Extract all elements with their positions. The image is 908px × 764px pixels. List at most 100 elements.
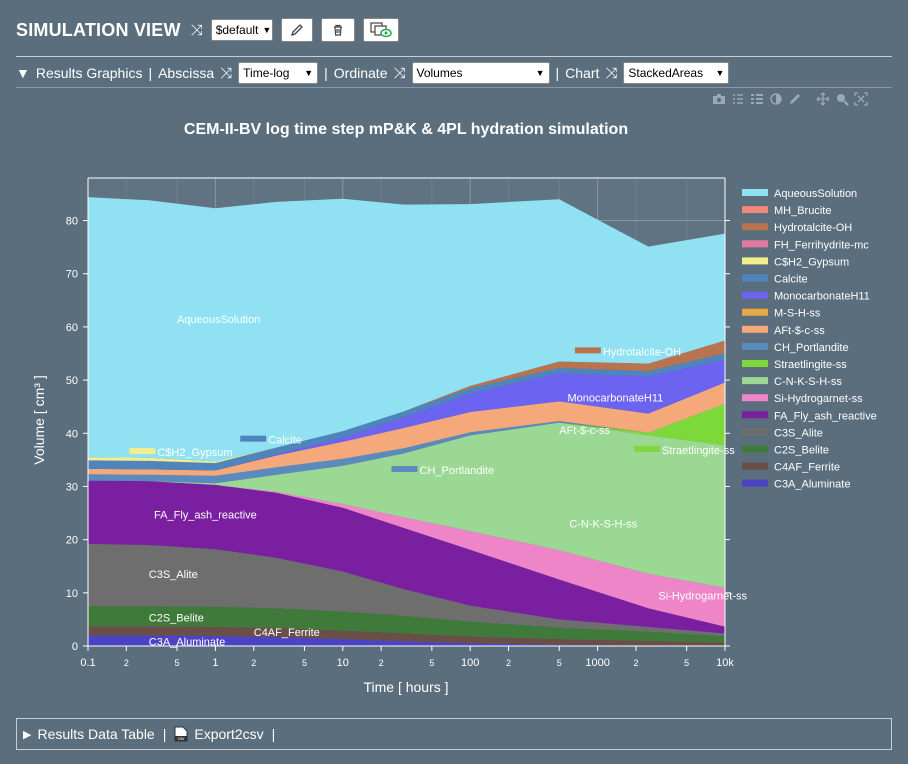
area-label: C2S_Belite: [149, 612, 204, 624]
toggle-spikes-icon[interactable]: [769, 92, 783, 106]
area-label: AqueousSolution: [177, 314, 260, 326]
view-button[interactable]: [362, 18, 399, 42]
legend-item: FA_Fly_ash_reactive: [774, 410, 877, 422]
export-csv-button[interactable]: csv Export2csv: [174, 726, 264, 742]
x-tick-label: 1000: [585, 657, 609, 669]
area-label: C3S_Alite: [149, 569, 198, 581]
hover-closest-icon[interactable]: [731, 92, 745, 106]
abscissa-select[interactable]: Time-log ▼: [238, 62, 319, 84]
legend-item: C3S_Alite: [774, 427, 823, 439]
x-tick-label: 2: [251, 658, 256, 668]
results-data-table-toggle[interactable]: ▶ Results Data Table: [23, 726, 155, 742]
results-graphics-toolbar: ▼ Results Graphics | Abscissa ⤨ Time-log ▼…: [16, 59, 892, 88]
y-tick-label: 20: [66, 535, 78, 547]
legend-swatch: [742, 308, 768, 316]
simulation-select-value: $default: [215, 23, 259, 37]
area-aqueoussolution: [88, 197, 725, 462]
legend-swatch: [742, 445, 768, 453]
y-tick-label: 0: [72, 641, 78, 653]
x-tick-label: 10k: [716, 657, 734, 669]
csv-icon-text: csv: [178, 736, 186, 741]
legend-item: Hydrotalcite-OH: [774, 222, 852, 234]
chevron-down-icon: ▼: [535, 68, 545, 78]
x-tick-label: 2: [124, 658, 129, 668]
area-calcite: [88, 353, 725, 471]
y-tick-label: 30: [66, 481, 78, 493]
area-label: FA_Fly_ash_reactive: [154, 510, 257, 522]
ordinate-label: Ordinate: [333, 65, 388, 81]
shuffle-icon[interactable]: ⤨: [190, 21, 203, 39]
area-c3a-aluminate: [88, 635, 725, 646]
y-tick-label: 10: [66, 588, 78, 600]
area-label: Straetlingite-ss: [662, 445, 735, 457]
separator: |: [148, 65, 153, 81]
shuffle-icon[interactable]: ⤨: [220, 64, 233, 82]
legend-swatch: [742, 411, 768, 419]
pencil-icon: [290, 24, 303, 37]
draw-pencil-icon[interactable]: [788, 92, 802, 106]
x-tick-label: 0.1: [80, 657, 95, 669]
chart-type-group: | Chart ⤨ StackedAreas ▼: [556, 62, 730, 84]
pan-icon[interactable]: [816, 92, 830, 106]
area-c3s-alite: [88, 543, 725, 637]
x-tick-label: 5: [302, 658, 307, 668]
legend-swatch: [742, 223, 768, 231]
x-tick-label: 5: [175, 658, 180, 668]
results-data-table-panel: ▶ Results Data Table | csv Export2csv |: [16, 718, 892, 750]
results-graphics-toggle[interactable]: ▼ Results Graphics: [16, 65, 142, 81]
chart-title: CEM-II-BV log time step mP&K & 4PL hydra…: [184, 121, 628, 138]
legend-swatch: [742, 240, 768, 248]
x-axis-label: Time [ hours ]: [363, 679, 448, 695]
hover-compare-icon[interactable]: [750, 92, 764, 106]
y-axis-label: Volume [ cm³ ]: [31, 375, 47, 464]
y-tick-label: 50: [66, 375, 78, 387]
x-tick-label: 100: [461, 657, 479, 669]
area-fa-fly-ash-reactive: [88, 480, 725, 634]
camera-icon[interactable]: [712, 92, 726, 106]
legend-item: FH_Ferrihydrite-mc: [774, 239, 869, 251]
axes: 0.1 2 5 1 2 5 10 2 5 100 2 5 1000 2 5 10k 0 10 20 30 40 50 60 7…: [66, 177, 734, 669]
abscissa-select-value: Time-log: [243, 66, 290, 80]
separator: |: [271, 726, 276, 742]
edit-button[interactable]: [280, 18, 313, 42]
ordinate-group: | Ordinate ⤨ Volumes ▼: [324, 62, 550, 84]
area-monocarbonateh11: [88, 359, 725, 471]
zoom-icon[interactable]: [835, 92, 849, 106]
legend-item: Si-Hydrogarnet-ss: [774, 393, 863, 405]
shuffle-icon[interactable]: ⤨: [605, 64, 618, 82]
delete-button[interactable]: [320, 18, 355, 42]
triangle-right-icon: ▶: [23, 728, 32, 741]
area-ch-portlandite: [88, 403, 725, 484]
simulation-select[interactable]: $default ▼: [210, 19, 273, 41]
triangle-down-icon: ▼: [16, 65, 30, 81]
legend-swatch: [742, 479, 768, 487]
shuffle-icon[interactable]: ⤨: [393, 64, 406, 82]
x-tick-label: 1: [212, 657, 218, 669]
area-label: C4AF_Ferrite: [254, 627, 320, 639]
area-label-swatch: [633, 445, 660, 452]
chart-type-select[interactable]: StackedAreas ▼: [623, 62, 730, 84]
legend-swatch: [742, 462, 768, 470]
ordinate-select[interactable]: Volumes ▼: [411, 62, 550, 84]
area-c-n-k-s-h-ss: [88, 422, 725, 588]
area-label: Hydrotalcite-OH: [603, 346, 681, 358]
area-label-swatch: [129, 447, 156, 454]
legend-item: AqueousSolution: [774, 188, 857, 200]
legend-item: C4AF_Ferrite: [774, 462, 840, 474]
area-aft-c-ss: [88, 382, 725, 476]
legend-swatch: [742, 342, 768, 350]
stacked-areas: [88, 197, 725, 646]
legend-swatch: [742, 291, 768, 299]
x-tick-label: 2: [633, 658, 638, 668]
area-label: C-N-K-S-H-ss: [569, 519, 637, 531]
autoscale-icon[interactable]: [854, 92, 868, 106]
area-label-swatch: [574, 347, 601, 354]
area-label: C$H2_Gypsum: [157, 447, 232, 459]
trash-icon: [333, 24, 342, 36]
abscissa-label: Abscissa: [158, 65, 215, 81]
x-tick-label: 2: [506, 658, 511, 668]
y-tick-label: 40: [66, 428, 78, 440]
legend-swatch: [742, 257, 768, 265]
legend-item: Calcite: [774, 274, 808, 286]
chart-label: Chart: [565, 65, 600, 81]
